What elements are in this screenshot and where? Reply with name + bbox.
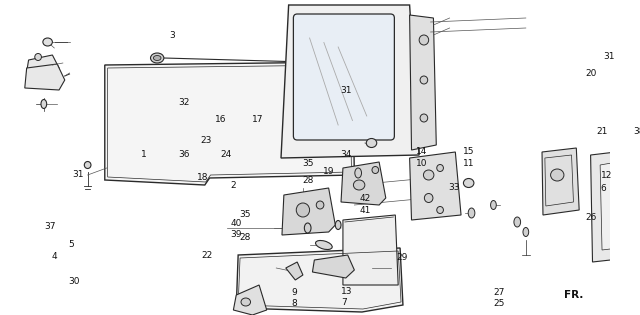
Text: 2: 2 bbox=[230, 181, 236, 190]
Text: 34: 34 bbox=[340, 150, 351, 159]
Text: 40: 40 bbox=[230, 219, 242, 227]
Polygon shape bbox=[410, 15, 436, 150]
Ellipse shape bbox=[35, 54, 42, 60]
Ellipse shape bbox=[419, 35, 429, 45]
Text: 32: 32 bbox=[179, 98, 190, 107]
Ellipse shape bbox=[424, 193, 433, 203]
Ellipse shape bbox=[372, 167, 379, 174]
Text: 17: 17 bbox=[252, 115, 263, 123]
Text: 10: 10 bbox=[417, 159, 428, 168]
FancyBboxPatch shape bbox=[293, 14, 394, 140]
Text: 28: 28 bbox=[302, 176, 314, 185]
Polygon shape bbox=[343, 215, 398, 285]
Text: 20: 20 bbox=[585, 69, 596, 77]
Polygon shape bbox=[286, 262, 303, 280]
Polygon shape bbox=[105, 62, 355, 185]
Text: 25: 25 bbox=[494, 300, 505, 308]
Polygon shape bbox=[600, 158, 640, 250]
Ellipse shape bbox=[316, 201, 324, 209]
Polygon shape bbox=[25, 64, 65, 90]
Ellipse shape bbox=[366, 139, 377, 147]
Text: 22: 22 bbox=[201, 251, 212, 260]
Polygon shape bbox=[27, 55, 59, 75]
Text: 12: 12 bbox=[600, 171, 612, 180]
Text: 3: 3 bbox=[170, 31, 175, 40]
Text: 4: 4 bbox=[52, 252, 58, 261]
Polygon shape bbox=[236, 248, 403, 312]
Ellipse shape bbox=[241, 298, 250, 306]
Ellipse shape bbox=[463, 179, 474, 187]
Text: 31: 31 bbox=[72, 170, 83, 179]
Polygon shape bbox=[282, 188, 335, 235]
Ellipse shape bbox=[353, 180, 365, 190]
Ellipse shape bbox=[41, 100, 47, 108]
Ellipse shape bbox=[436, 207, 444, 214]
Text: 42: 42 bbox=[360, 194, 371, 203]
Text: 31: 31 bbox=[340, 86, 352, 95]
Polygon shape bbox=[234, 285, 267, 315]
Ellipse shape bbox=[550, 169, 564, 181]
Ellipse shape bbox=[436, 164, 444, 171]
Text: 11: 11 bbox=[463, 159, 475, 168]
Text: 26: 26 bbox=[585, 213, 596, 222]
Text: FR.: FR. bbox=[564, 290, 583, 301]
Ellipse shape bbox=[424, 170, 434, 180]
Text: 19: 19 bbox=[323, 167, 335, 176]
Text: 15: 15 bbox=[463, 147, 475, 156]
Text: 14: 14 bbox=[417, 147, 428, 156]
Text: 39: 39 bbox=[230, 230, 242, 239]
Text: 33: 33 bbox=[449, 183, 460, 192]
Ellipse shape bbox=[468, 208, 475, 218]
Ellipse shape bbox=[420, 76, 428, 84]
Ellipse shape bbox=[514, 217, 520, 227]
Ellipse shape bbox=[154, 55, 161, 60]
Ellipse shape bbox=[316, 240, 332, 249]
Polygon shape bbox=[312, 255, 355, 278]
Polygon shape bbox=[410, 152, 461, 220]
Text: 13: 13 bbox=[341, 287, 353, 296]
Text: 38: 38 bbox=[633, 127, 640, 136]
Text: 18: 18 bbox=[197, 174, 209, 182]
Text: 31: 31 bbox=[604, 52, 615, 60]
Text: 27: 27 bbox=[494, 289, 505, 297]
Ellipse shape bbox=[150, 53, 164, 63]
Text: 30: 30 bbox=[68, 278, 80, 286]
Polygon shape bbox=[542, 148, 579, 215]
Ellipse shape bbox=[84, 162, 91, 169]
Text: 29: 29 bbox=[396, 253, 408, 262]
Text: 6: 6 bbox=[600, 184, 606, 193]
Text: 9: 9 bbox=[291, 289, 297, 297]
Text: 41: 41 bbox=[360, 206, 371, 215]
Text: 35: 35 bbox=[239, 210, 251, 219]
Text: 28: 28 bbox=[239, 233, 251, 242]
Text: 23: 23 bbox=[200, 136, 211, 145]
Text: 35: 35 bbox=[302, 159, 314, 168]
Ellipse shape bbox=[523, 227, 529, 237]
Text: 24: 24 bbox=[221, 150, 232, 159]
Text: 21: 21 bbox=[596, 127, 607, 136]
Ellipse shape bbox=[335, 220, 341, 230]
Text: 5: 5 bbox=[68, 240, 74, 249]
Polygon shape bbox=[341, 162, 386, 205]
Polygon shape bbox=[591, 148, 640, 262]
Text: 37: 37 bbox=[45, 222, 56, 231]
Text: 36: 36 bbox=[179, 150, 190, 159]
Ellipse shape bbox=[420, 114, 428, 122]
Text: 8: 8 bbox=[291, 300, 297, 308]
Polygon shape bbox=[281, 5, 419, 158]
Ellipse shape bbox=[43, 38, 52, 46]
Ellipse shape bbox=[355, 168, 362, 178]
Ellipse shape bbox=[305, 223, 311, 233]
Text: 7: 7 bbox=[341, 298, 347, 307]
Ellipse shape bbox=[491, 201, 496, 209]
Text: 16: 16 bbox=[214, 115, 226, 123]
Text: 1: 1 bbox=[141, 150, 147, 159]
Ellipse shape bbox=[296, 203, 310, 217]
